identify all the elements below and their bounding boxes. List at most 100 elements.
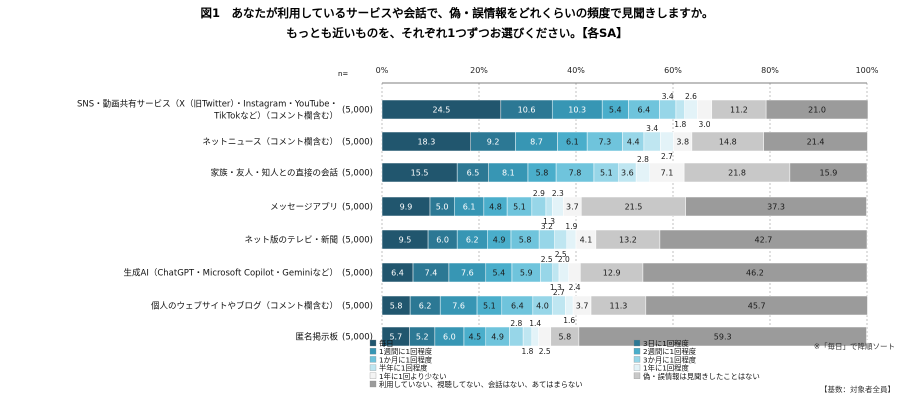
category-label: 匿名掲示板 — [295, 332, 338, 343]
bar-segment — [551, 295, 566, 316]
n-value: (5,000) — [342, 236, 373, 246]
data-label-small: 3.4 — [646, 124, 658, 133]
data-label: 6.0 — [436, 236, 449, 245]
data-label: 4.1 — [580, 236, 593, 245]
legend-swatch — [369, 364, 377, 371]
data-label: 9.9 — [400, 203, 413, 212]
data-label: 7.6 — [452, 302, 465, 311]
chart-title-line1: 図1 あなたが利用しているサービスや会話で、偽・誤情報をどれくらいの頻度で見聞き… — [201, 6, 714, 20]
data-label: 4.9 — [491, 333, 504, 342]
data-label: 6.0 — [443, 333, 456, 342]
data-label: 4.8 — [489, 203, 502, 212]
data-label: 4.5 — [469, 333, 482, 342]
x-tick-label: 60% — [664, 66, 682, 75]
bar-segment — [635, 162, 650, 183]
legend-label: 1年に1回より少ない — [379, 372, 447, 381]
data-label-small: 2.0 — [558, 255, 570, 264]
bar-segment — [531, 326, 539, 347]
n-value: (5,000) — [342, 106, 373, 116]
bar-segment — [566, 229, 577, 250]
data-label: 14.8 — [719, 138, 737, 147]
bar-segment — [659, 99, 677, 120]
x-tick-label: 100% — [856, 66, 879, 75]
data-label: 6.4 — [511, 302, 524, 311]
data-label: 7.6 — [461, 269, 474, 278]
legend-swatch — [633, 339, 641, 347]
data-label: 37.3 — [767, 203, 785, 212]
data-label: 5.1 — [600, 169, 613, 178]
data-label: 7.4 — [425, 269, 438, 278]
data-label: 6.2 — [466, 236, 479, 245]
data-label: 5.2 — [416, 333, 429, 342]
data-label-small: 1.4 — [529, 319, 541, 328]
data-label: 21.8 — [728, 169, 746, 178]
bar-segment — [540, 262, 553, 283]
bar-segment — [538, 229, 555, 250]
data-label-small: 2.3 — [552, 189, 564, 198]
legend-label: 半年に1回程度 — [379, 364, 428, 373]
data-label: 3.7 — [576, 302, 589, 311]
bar-segment — [578, 326, 867, 347]
legend-swatch — [369, 356, 377, 363]
bar-segment — [685, 196, 867, 217]
legend-swatch — [633, 372, 641, 379]
data-label: 15.9 — [820, 169, 838, 178]
data-label: 4.0 — [536, 302, 549, 311]
legend-swatch — [369, 372, 377, 379]
bar-segment — [509, 326, 524, 347]
bar-segment — [789, 162, 868, 183]
category-label: 個人のウェブサイトやブログ（コメント欄含む） — [151, 301, 338, 312]
data-label-small: 2.8 — [510, 319, 522, 328]
data-label: 9.2 — [487, 138, 500, 147]
bar-segment — [531, 196, 547, 217]
data-label: 7.1 — [661, 169, 674, 178]
data-label-small: 2.9 — [533, 189, 545, 198]
bar-segment — [558, 262, 569, 283]
bar-segment — [565, 295, 574, 316]
data-label-small: 1.9 — [565, 222, 577, 231]
data-label: 9.5 — [399, 236, 412, 245]
data-label: 3.8 — [676, 138, 689, 147]
data-label: 21.4 — [807, 138, 825, 147]
x-tick-label: 0% — [376, 66, 389, 75]
n-value: (5,000) — [342, 333, 373, 343]
legend-label: 3日に1回程度 — [643, 339, 689, 348]
data-label-small: 1.8 — [674, 120, 686, 129]
data-label: 5.8 — [519, 236, 532, 245]
data-label: 5.9 — [520, 269, 533, 278]
data-label-small: 3.0 — [699, 120, 711, 129]
base-note: 【基数：対象者全員】 — [820, 384, 895, 394]
data-label: 10.3 — [568, 106, 586, 115]
data-label: 5.8 — [390, 302, 403, 311]
data-label-small: 2.4 — [569, 283, 581, 292]
n-value: (5,000) — [342, 138, 373, 148]
bar-segment — [659, 229, 868, 250]
data-label: 10.6 — [518, 106, 536, 115]
data-label-small: 3.2 — [541, 222, 553, 231]
legend-swatch — [369, 380, 377, 388]
bar-segment — [697, 99, 713, 120]
data-label: 6.2 — [419, 302, 432, 311]
data-label-small: 2.8 — [637, 155, 649, 164]
data-label: 6.1 — [463, 203, 476, 212]
category-label: ネットニュース（コメント欄含む） — [202, 137, 338, 148]
legend-label: 3か月に1回程度 — [643, 355, 697, 364]
chart-title-line2: もっとも近いものを、それぞれ1つずつお選びください。【各SA】 — [286, 26, 627, 40]
n-value: (5,000) — [342, 203, 373, 213]
x-tick-label: 20% — [470, 66, 488, 75]
data-label: 7.3 — [598, 138, 611, 147]
category-label: ネット版のテレビ・新聞 — [244, 235, 338, 246]
data-label: 6.5 — [467, 169, 480, 178]
data-label: 8.1 — [502, 169, 515, 178]
legend-label: 2週間に1回程度 — [643, 347, 697, 356]
data-label-small: 2.5 — [539, 347, 551, 356]
bar-segment — [643, 131, 661, 152]
bar-segment — [551, 196, 564, 217]
bar-segment — [675, 99, 685, 120]
data-label: 8.7 — [530, 138, 543, 147]
bar-segment — [765, 99, 869, 120]
data-label: 4.4 — [627, 138, 640, 147]
bar-segment — [554, 229, 568, 250]
legend-label: 毎日 — [379, 339, 394, 348]
